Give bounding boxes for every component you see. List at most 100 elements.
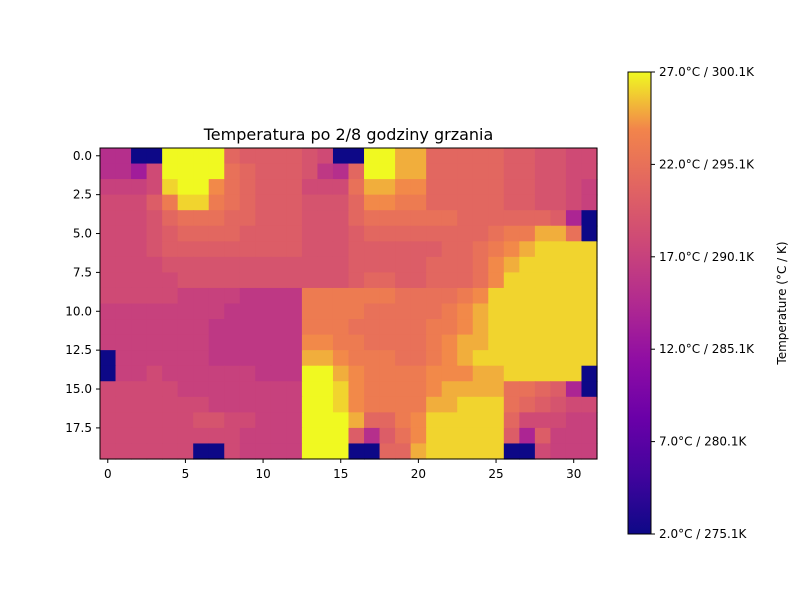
- y-tick-label: 17.5: [65, 421, 92, 435]
- heatmap-cell: [100, 179, 117, 196]
- heatmap-cell: [317, 194, 334, 211]
- heatmap-cell: [503, 256, 520, 273]
- heatmap-cell: [519, 334, 536, 351]
- heatmap-cell: [472, 287, 489, 305]
- heatmap-cell: [146, 443, 163, 460]
- heatmap-cell: [364, 443, 381, 460]
- heatmap-cell: [519, 427, 536, 445]
- heatmap-cell: [581, 443, 598, 460]
- heatmap-cell: [364, 179, 381, 196]
- heatmap-cell: [100, 443, 117, 460]
- heatmap-cell: [162, 225, 179, 242]
- heatmap-cell: [239, 396, 256, 413]
- heatmap-cell: [519, 443, 536, 460]
- heatmap-cell: [224, 350, 241, 367]
- heatmap-cell: [131, 319, 148, 336]
- heatmap-cell: [488, 319, 505, 336]
- heatmap-cell: [534, 427, 552, 445]
- heatmap-cell: [162, 148, 179, 165]
- heatmap-cell: [317, 272, 334, 289]
- heatmap-cell: [503, 319, 520, 336]
- x-tick-label: 0: [104, 467, 112, 481]
- heatmap-cell: [565, 241, 583, 258]
- heatmap-cell: [286, 412, 303, 429]
- heatmap-cell: [162, 412, 179, 429]
- heatmap-cell: [379, 412, 396, 429]
- heatmap-cell: [457, 334, 474, 351]
- heatmap-cell: [115, 443, 132, 460]
- heatmap-cell: [162, 443, 179, 460]
- heatmap-cell: [255, 210, 272, 227]
- heatmap-cell: [193, 303, 210, 320]
- heatmap-cell: [441, 381, 458, 398]
- heatmap-cell: [332, 148, 350, 165]
- heatmap-cell: [364, 319, 381, 336]
- heatmap-cell: [115, 210, 132, 227]
- heatmap-cell: [131, 163, 148, 180]
- heatmap-cell: [379, 303, 396, 320]
- heatmap-cell: [472, 412, 489, 429]
- heatmap-cell: [317, 412, 334, 429]
- heatmap-cell: [301, 163, 319, 180]
- heatmap-cell: [395, 427, 412, 445]
- heatmap-cell: [426, 350, 443, 367]
- heatmap-cell: [488, 194, 505, 211]
- heatmap-cell: [565, 412, 583, 429]
- heatmap-cell: [457, 210, 474, 227]
- heatmap-cell: [100, 287, 117, 305]
- heatmap-cell: [131, 272, 148, 289]
- heatmap-cell: [208, 334, 225, 351]
- heatmap-cell: [410, 210, 427, 227]
- heatmap-cell: [410, 287, 427, 305]
- heatmap-cell: [457, 427, 474, 445]
- heatmap-cell: [193, 179, 210, 196]
- heatmap-cell: [131, 303, 148, 320]
- heatmap-cell: [286, 427, 303, 445]
- heatmap-cell: [441, 443, 458, 460]
- heatmap-cell: [550, 412, 567, 429]
- heatmap-cell: [441, 148, 458, 165]
- heatmap-cell: [503, 287, 520, 305]
- heatmap-cell: [115, 272, 132, 289]
- heatmap-cell: [565, 256, 583, 273]
- heatmap-cell: [426, 194, 443, 211]
- heatmap-cell: [270, 179, 287, 196]
- heatmap-cell: [301, 194, 319, 211]
- heatmap-cell: [317, 287, 334, 305]
- heatmap-cell: [581, 319, 598, 336]
- heatmap-cell: [550, 396, 567, 413]
- heatmap-cell: [550, 272, 567, 289]
- heatmap-cell: [488, 427, 505, 445]
- heatmap-cell: [364, 241, 381, 258]
- heatmap-cell: [441, 210, 458, 227]
- heatmap-cell: [100, 256, 117, 273]
- heatmap-cell: [131, 396, 148, 413]
- heatmap-cell: [131, 365, 148, 382]
- heatmap-cell: [503, 443, 520, 460]
- heatmap-cell: [224, 163, 241, 180]
- heatmap-cell: [550, 194, 567, 211]
- heatmap-cell: [565, 179, 583, 196]
- heatmap-cell: [239, 225, 256, 242]
- heatmap-cell: [441, 194, 458, 211]
- heatmap-cell: [239, 210, 256, 227]
- heatmap-cell: [286, 381, 303, 398]
- heatmap-cell: [332, 179, 350, 196]
- heatmap-cell: [488, 303, 505, 320]
- heatmap-cell: [177, 210, 194, 227]
- heatmap-cell: [472, 443, 489, 460]
- heatmap-cell: [100, 396, 117, 413]
- heatmap-cell: [581, 225, 598, 242]
- heatmap-cell: [488, 381, 505, 398]
- heatmap-cell: [286, 272, 303, 289]
- heatmap-cell: [270, 194, 287, 211]
- heatmap-cell: [395, 241, 412, 258]
- heatmap-cell: [472, 194, 489, 211]
- heatmap-cell: [208, 256, 225, 273]
- heatmap-cell: [193, 443, 210, 460]
- heatmap-cell: [519, 396, 536, 413]
- heatmap-cell: [193, 334, 210, 351]
- heatmap-cell: [550, 210, 567, 227]
- heatmap-cell: [317, 319, 334, 336]
- heatmap-cell: [239, 319, 256, 336]
